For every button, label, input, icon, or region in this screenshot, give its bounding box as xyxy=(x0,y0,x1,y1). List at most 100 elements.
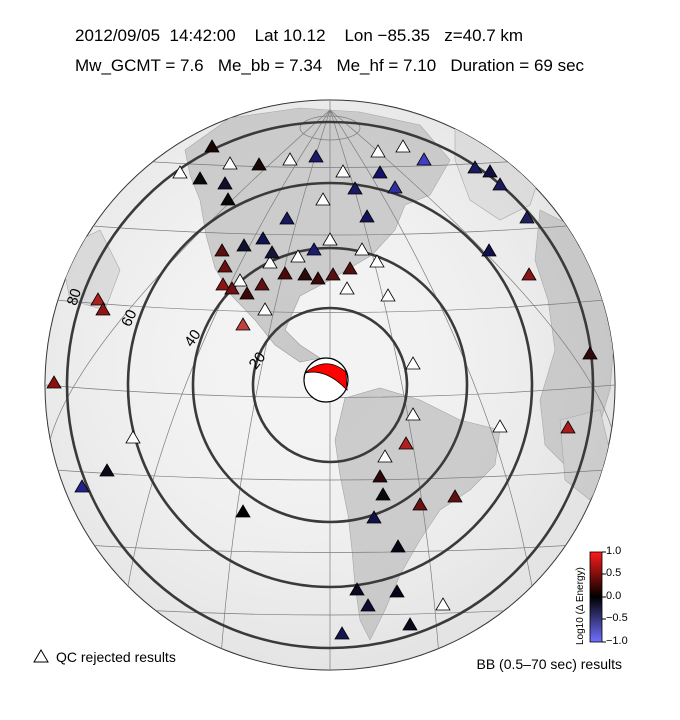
station-rejected xyxy=(290,249,306,263)
station-blue xyxy=(481,243,497,257)
station-red xyxy=(224,281,240,295)
station-blue xyxy=(255,231,271,245)
station-dark xyxy=(372,469,388,483)
station-dark xyxy=(389,584,405,598)
station-rejected xyxy=(492,419,508,433)
station-rejected xyxy=(172,165,188,179)
station-rejected xyxy=(232,273,248,287)
station-dark xyxy=(235,504,251,518)
station-red xyxy=(235,317,251,331)
station-blue xyxy=(372,165,388,179)
duration: Duration = 69 sec xyxy=(450,56,585,75)
station-blue xyxy=(334,626,350,640)
station-red xyxy=(342,261,358,275)
station-rejected xyxy=(322,232,338,246)
station-rejected xyxy=(339,281,355,295)
station-red xyxy=(325,267,341,281)
station-blue xyxy=(308,149,324,163)
ring-label-20: 20 xyxy=(246,349,270,373)
legend-bb-label: BB (0.5–70 sec) results xyxy=(476,656,622,672)
station-dark xyxy=(217,176,233,190)
colorbar-tick: 0.5 xyxy=(606,567,622,579)
colorbar-tick: −1.0 xyxy=(606,635,628,647)
station-dark xyxy=(264,245,280,259)
colorbar-title: Log10 (Δ Energy) xyxy=(575,567,586,645)
event-lat: Lat 10.12 xyxy=(254,26,326,45)
station-blue xyxy=(347,181,363,195)
station-rejected xyxy=(262,255,278,269)
station-red xyxy=(215,277,231,291)
legend-qc-label: QC rejected results xyxy=(56,649,176,665)
station-red xyxy=(214,243,230,257)
station-red xyxy=(560,420,576,434)
station-red xyxy=(217,259,233,273)
station-red xyxy=(521,267,537,281)
station-red xyxy=(447,489,463,503)
colorbar-tick: 0.0 xyxy=(606,590,622,602)
station-dark xyxy=(402,617,418,631)
station-blue xyxy=(492,177,508,191)
beachball-focal-mechanism xyxy=(303,357,349,403)
station-rejected xyxy=(369,254,385,268)
energy-me-bb: Me_bb = 7.34 xyxy=(217,56,323,75)
station-dark xyxy=(204,139,220,153)
station-dark xyxy=(297,267,313,281)
station-dark xyxy=(236,238,252,252)
ring-20 xyxy=(251,306,409,464)
station-blue xyxy=(306,242,322,256)
station-rejected xyxy=(435,597,451,611)
event-depth: z=40.7 km xyxy=(444,26,524,45)
station-dark xyxy=(192,171,208,185)
globe: 20 40 60 80 xyxy=(44,99,616,671)
station-red xyxy=(46,375,62,389)
ring-label-60: 60 xyxy=(118,307,140,329)
station-rejected xyxy=(380,288,396,302)
station-rejected xyxy=(282,152,298,166)
energy-me-hf: Me_hf = 7.10 xyxy=(336,56,437,75)
legend-rejected-triangle xyxy=(33,649,49,663)
station-red xyxy=(95,302,111,316)
ring-label-40: 40 xyxy=(181,327,204,350)
colorbar: Log10 (Δ Energy) xyxy=(575,551,606,645)
station-red xyxy=(310,271,326,285)
station-rejected xyxy=(405,356,421,370)
station-blue xyxy=(360,598,376,612)
station-red xyxy=(239,286,255,300)
station-rejected xyxy=(315,192,331,206)
station-rejected xyxy=(125,430,141,444)
station-red xyxy=(90,292,106,306)
station-blue xyxy=(416,152,432,166)
station-dark xyxy=(375,487,391,501)
station-dark xyxy=(390,539,406,553)
station-rejected xyxy=(354,242,370,256)
event-time: 14:42:00 xyxy=(169,26,236,45)
ring-60 xyxy=(126,181,534,589)
ring-label-80: 80 xyxy=(64,287,85,308)
station-rejected xyxy=(377,449,393,463)
station-blue xyxy=(74,479,90,493)
station-red xyxy=(254,277,270,291)
station-rejected xyxy=(257,302,273,316)
station-red xyxy=(412,497,428,511)
station-dark xyxy=(99,463,115,477)
station-blue xyxy=(482,164,498,178)
station-rejected xyxy=(222,156,238,170)
station-rejected xyxy=(405,407,421,421)
station-blue xyxy=(279,211,295,225)
station-blue xyxy=(387,180,403,194)
colorbar-tick: −0.5 xyxy=(606,612,628,624)
station-blue xyxy=(467,160,483,174)
station-dark xyxy=(251,157,267,171)
station-blue xyxy=(366,510,382,524)
event-date: 2012/09/05 xyxy=(75,26,161,45)
station-blue xyxy=(359,209,375,223)
station-dark xyxy=(220,192,236,206)
station-dark xyxy=(582,346,598,360)
station-dark xyxy=(349,582,365,596)
event-lon: Lon −85.35 xyxy=(344,26,431,45)
station-blue xyxy=(519,210,535,224)
station-rejected xyxy=(370,144,386,158)
station-red xyxy=(398,436,414,450)
header-line-1: 2012/09/05 14:42:00 Lat 10.12 Lon −85.35… xyxy=(75,26,523,46)
